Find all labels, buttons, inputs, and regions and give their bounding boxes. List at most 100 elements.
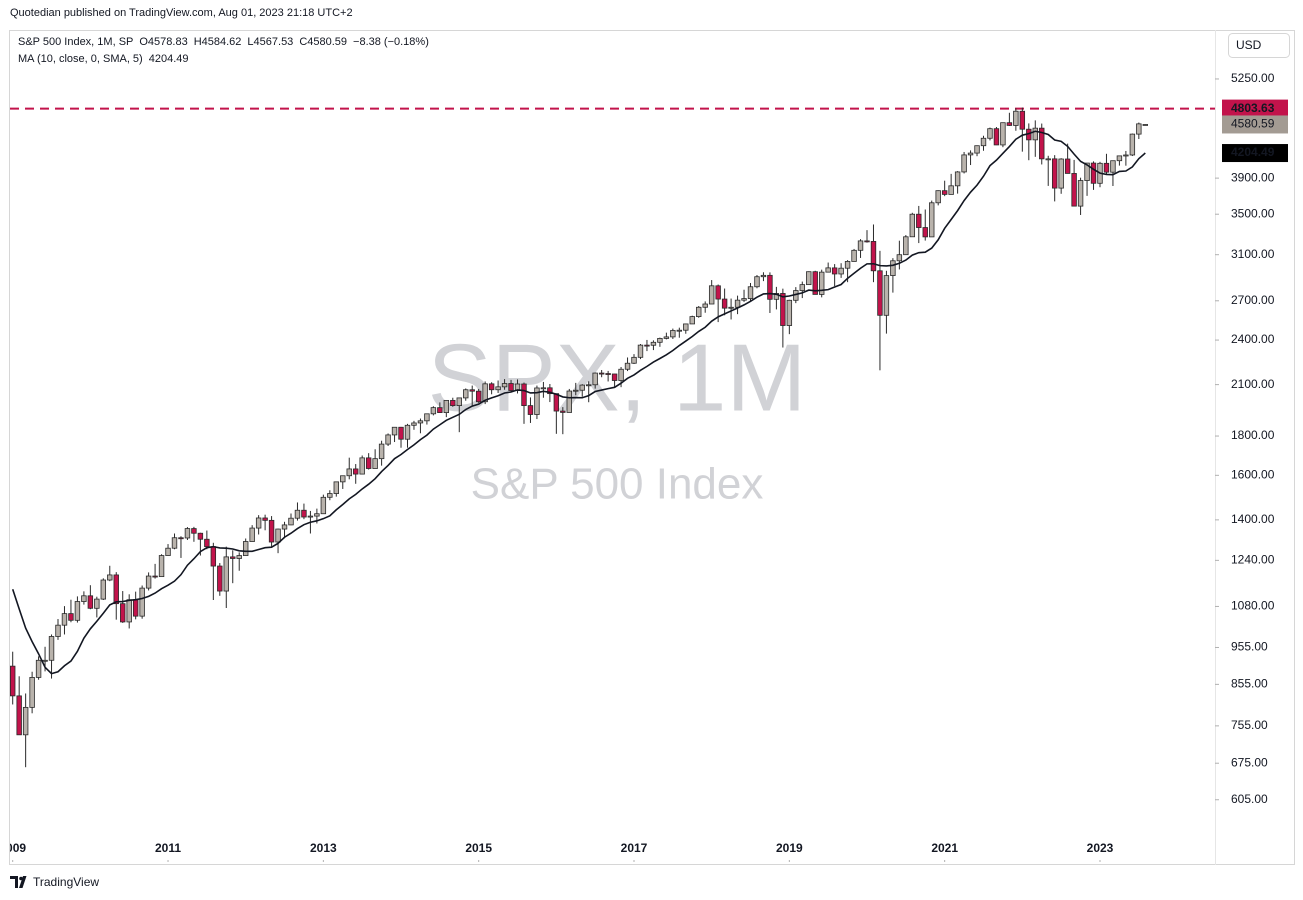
candle-body bbox=[184, 528, 191, 539]
y-tick-label: 1800.00 bbox=[1231, 428, 1275, 442]
candle-body bbox=[281, 524, 288, 530]
candle-body bbox=[812, 271, 818, 295]
currency-label[interactable]: USD bbox=[1236, 38, 1262, 52]
candle-body bbox=[1039, 127, 1045, 160]
candle-body bbox=[1051, 158, 1058, 189]
y-tick-label: 5250.00 bbox=[1231, 71, 1275, 85]
candle-body bbox=[353, 468, 359, 475]
candle-body bbox=[527, 405, 534, 415]
candle-body bbox=[249, 527, 255, 542]
legend: S&P 500 Index, 1M, SP O4578.83 H4584.62 L45… bbox=[18, 36, 429, 65]
legend-item: −8.38 (−0.18%) bbox=[353, 36, 429, 48]
candle-body bbox=[663, 336, 670, 339]
candle-body bbox=[1032, 127, 1038, 141]
candle-body bbox=[605, 373, 611, 375]
y-tick-label: 2100.00 bbox=[1231, 377, 1275, 391]
candle-body bbox=[404, 424, 411, 440]
candle-body bbox=[987, 128, 993, 139]
candle-body bbox=[385, 434, 391, 445]
candle-body bbox=[307, 515, 314, 518]
level-label: 4803.63 bbox=[1231, 101, 1275, 115]
candle-body bbox=[120, 603, 126, 623]
x-tick-label: 2011 bbox=[155, 841, 181, 855]
y-tick-label: 755.00 bbox=[1231, 718, 1268, 732]
candle-body bbox=[967, 152, 974, 156]
candle-body bbox=[288, 517, 294, 526]
candle-body bbox=[417, 420, 424, 424]
candle-body bbox=[456, 397, 462, 406]
candle-body bbox=[734, 299, 741, 308]
candle-body bbox=[851, 249, 857, 262]
candle-body bbox=[262, 517, 268, 521]
ma-legend-value: 4204.49 bbox=[149, 53, 189, 65]
candle-body bbox=[553, 393, 560, 412]
y-axis: 5250.00 3900.00 3500.00 3100.00 2700.00 2400.… bbox=[1215, 71, 1288, 806]
candle-body bbox=[359, 457, 365, 475]
y-tick-label: 855.00 bbox=[1231, 677, 1268, 691]
candle-body bbox=[100, 579, 107, 600]
candle-body bbox=[644, 344, 650, 347]
candle-body bbox=[974, 145, 980, 154]
candle-body bbox=[204, 538, 210, 548]
candle-body bbox=[631, 356, 637, 364]
candle-body bbox=[197, 532, 204, 540]
candle-body bbox=[741, 298, 747, 301]
candle-body bbox=[786, 299, 793, 326]
last-price-label-box bbox=[1222, 115, 1288, 134]
candle-body bbox=[333, 481, 339, 494]
candle-body bbox=[378, 443, 385, 460]
candle-body bbox=[1110, 160, 1116, 173]
candle-body bbox=[819, 271, 825, 295]
candle-body bbox=[1006, 122, 1013, 126]
candle-body bbox=[340, 475, 346, 483]
candle-body bbox=[767, 274, 773, 300]
candle-body bbox=[424, 413, 430, 422]
candle-body bbox=[501, 383, 508, 388]
candle-body bbox=[760, 274, 767, 278]
y-tick-label: 675.00 bbox=[1231, 755, 1268, 769]
candle-body bbox=[961, 154, 967, 173]
candle-body bbox=[586, 384, 592, 387]
candle-body bbox=[521, 383, 527, 406]
legend-item: S&P 500 Index, 1M, SP bbox=[18, 36, 133, 48]
currency-button[interactable] bbox=[1228, 33, 1290, 58]
candle-body bbox=[993, 128, 1000, 146]
candle-body bbox=[844, 261, 851, 269]
candle-body bbox=[16, 695, 22, 736]
candle-body bbox=[650, 341, 657, 346]
ma-price-label-box bbox=[1222, 144, 1288, 163]
candle-body bbox=[670, 330, 676, 338]
candle-body bbox=[314, 513, 320, 517]
candle-body bbox=[443, 399, 450, 414]
candle-body bbox=[294, 509, 301, 519]
y-tick-label: 1080.00 bbox=[1231, 599, 1275, 613]
candle-body bbox=[475, 390, 482, 403]
candle-body bbox=[657, 338, 663, 343]
candle-body bbox=[754, 276, 760, 288]
brand-icon-dot bbox=[19, 876, 23, 881]
candle-body bbox=[857, 240, 864, 251]
y-tick-label: 2700.00 bbox=[1231, 293, 1275, 307]
candle-body bbox=[1064, 158, 1071, 174]
candle-body bbox=[611, 373, 618, 381]
candle-body bbox=[890, 260, 896, 276]
y-tick-label: 2400.00 bbox=[1231, 332, 1275, 346]
candle-body bbox=[242, 541, 249, 556]
candle-body bbox=[139, 587, 145, 617]
candle-body bbox=[1136, 123, 1142, 135]
x-axis: 2009 2011 2013 2015 2017 2019 2021 2023 bbox=[10, 841, 1114, 862]
y-tick-label: 1400.00 bbox=[1231, 512, 1275, 526]
candle-body bbox=[773, 293, 780, 300]
candle-body bbox=[1058, 158, 1064, 189]
candle-body bbox=[708, 285, 715, 305]
candle-body bbox=[126, 599, 132, 623]
brand-name: TradingView bbox=[33, 875, 99, 889]
candle-body bbox=[61, 613, 68, 626]
candle-body bbox=[10, 665, 16, 697]
plot-area bbox=[10, 107, 1215, 768]
candle-body bbox=[941, 190, 948, 195]
candle-body bbox=[320, 496, 327, 515]
candle-body bbox=[1142, 124, 1148, 126]
candle-body bbox=[689, 316, 695, 325]
candle-body bbox=[954, 171, 961, 187]
